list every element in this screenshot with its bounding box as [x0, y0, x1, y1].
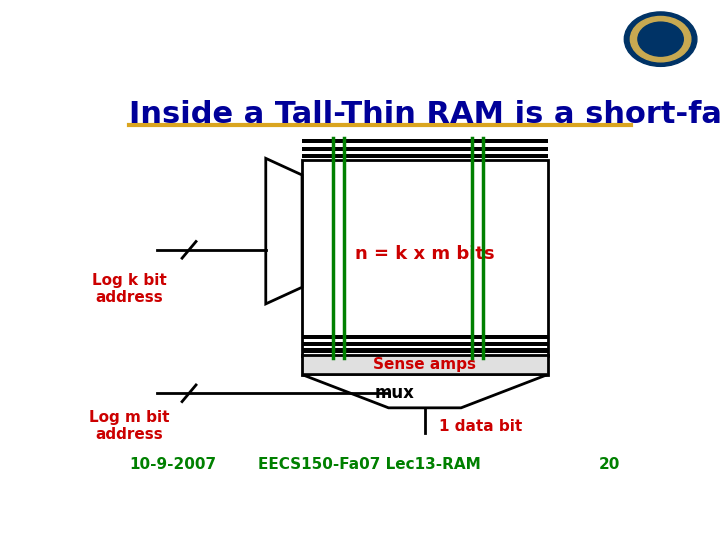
Circle shape: [624, 12, 697, 66]
Bar: [302, 154, 547, 158]
Bar: [302, 348, 547, 353]
Text: n = k x m bits: n = k x m bits: [355, 245, 495, 263]
Bar: [302, 342, 547, 346]
Bar: [302, 355, 547, 375]
Text: 20: 20: [599, 457, 620, 472]
Bar: [302, 139, 547, 144]
Text: Log k bit
address: Log k bit address: [91, 273, 166, 305]
Bar: [302, 335, 547, 339]
Bar: [302, 160, 547, 356]
Text: 10-9-2007: 10-9-2007: [129, 457, 216, 472]
Text: Inside a Tall-Thin RAM is a short-fat RAM: Inside a Tall-Thin RAM is a short-fat RA…: [129, 100, 720, 129]
Polygon shape: [266, 158, 302, 304]
Bar: [302, 147, 547, 151]
Circle shape: [638, 22, 683, 56]
Text: Sense amps: Sense amps: [373, 357, 477, 372]
Text: mux: mux: [374, 384, 414, 402]
Text: Log m bit
address: Log m bit address: [89, 410, 169, 442]
Text: 1 data bit: 1 data bit: [438, 419, 522, 434]
Text: EECS150-Fa07 Lec13-RAM: EECS150-Fa07 Lec13-RAM: [258, 457, 480, 472]
Polygon shape: [302, 375, 547, 408]
Circle shape: [631, 16, 690, 62]
